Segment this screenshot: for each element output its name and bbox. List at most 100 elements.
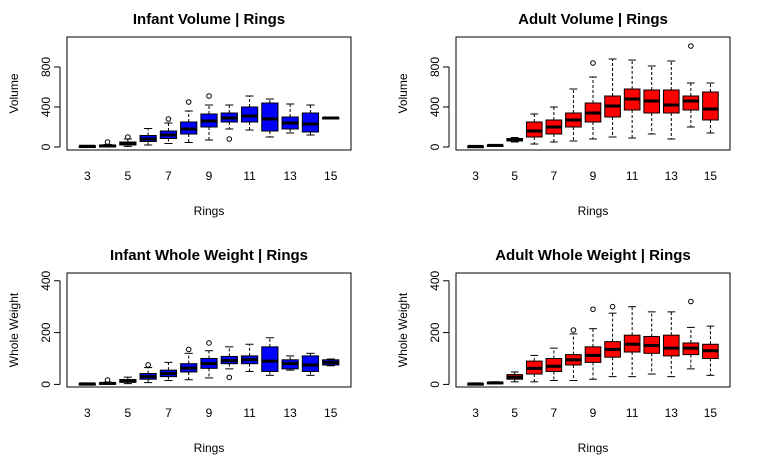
y-axis-label: Volume	[396, 73, 410, 113]
box-ring-10	[604, 303, 621, 378]
x-tick-label: 3	[472, 169, 479, 183]
x-tick-label: 11	[243, 406, 256, 420]
x-tick-label: 9	[206, 169, 213, 183]
y-tick-label: 0	[39, 381, 53, 388]
iqr-box	[662, 89, 680, 114]
box-ring-14	[682, 43, 700, 128]
iqr-box	[261, 102, 279, 132]
box-ring-13	[662, 60, 680, 140]
box-ring-9	[584, 306, 602, 380]
outlier-point	[206, 93, 212, 99]
box-ring-4	[98, 139, 117, 148]
x-tick-label: 3	[84, 169, 91, 183]
panel-4: Adult Whole Weight | Rings 0 200 400 Whole W…	[396, 247, 731, 455]
x-tick-label: 13	[283, 169, 297, 183]
box-ring-13	[281, 103, 299, 134]
x-tick-label: 5	[125, 406, 132, 420]
box-ring-8	[180, 99, 198, 143]
outlier-point	[185, 99, 192, 105]
box-ring-6	[525, 354, 543, 383]
box-ring-3	[467, 144, 484, 149]
y-tick-label: 800	[39, 57, 53, 77]
iqr-box	[682, 95, 700, 111]
box-ring-3	[78, 382, 96, 386]
x-tick-label: 3	[84, 406, 91, 420]
box-ring-6	[525, 113, 543, 145]
box-ring-10	[220, 346, 238, 381]
box-ring-12	[261, 337, 279, 376]
box-ring-14	[682, 298, 700, 370]
outlier-point	[104, 377, 111, 383]
x-tick-label: 11	[626, 169, 639, 183]
box-ring-15	[322, 358, 340, 367]
outlier-point	[609, 303, 616, 310]
iqr-box	[702, 91, 719, 121]
x-tick-label: 13	[665, 169, 679, 183]
outlier-point	[165, 116, 172, 122]
x-tick-label: 7	[551, 169, 558, 183]
chart-title: Adult Whole Weight | Rings	[495, 247, 691, 264]
box-ring-15	[322, 116, 340, 120]
outlier-point	[570, 327, 577, 333]
x-tick-label: 5	[511, 406, 518, 420]
outlier-point	[688, 43, 694, 49]
outlier-point	[206, 340, 212, 346]
panel-1: Infant Volume | Rings 0 400 800 Volume 3 5 7 9 11…	[7, 11, 352, 218]
box-ring-11	[623, 59, 641, 139]
box-ring-5	[119, 134, 137, 147]
chart-title: Adult Volume | Rings	[518, 11, 668, 28]
outlier-point	[125, 134, 131, 140]
box-ring-9	[200, 340, 218, 379]
box-ring-7	[545, 106, 563, 143]
x-tick-label: 15	[324, 169, 338, 183]
outlier-point	[688, 298, 694, 305]
box-ring-3	[467, 382, 484, 386]
x-axis-label: Rings	[578, 441, 609, 455]
box-ring-14	[301, 104, 320, 136]
x-tick-label: 5	[511, 169, 518, 183]
x-tick-label: 15	[324, 406, 338, 420]
x-tick-label: 9	[206, 406, 213, 420]
x-tick-label: 13	[283, 406, 297, 420]
plot-frame	[66, 36, 352, 151]
x-tick-label: 3	[472, 406, 479, 420]
box-ring-4	[486, 381, 504, 385]
box-ring-5	[506, 137, 524, 143]
x-tick-label: 13	[665, 406, 679, 420]
y-tick-label: 200	[428, 322, 442, 342]
box-ring-6	[139, 362, 157, 384]
x-tick-label: 7	[551, 406, 558, 420]
box-ring-5	[119, 376, 137, 385]
outlier-point	[226, 136, 233, 142]
y-tick-label: 400	[39, 97, 53, 117]
y-tick-label: 200	[39, 322, 53, 342]
box-ring-8	[565, 327, 582, 382]
box-ring-12	[261, 98, 279, 138]
box-ring-11	[623, 306, 641, 378]
box-ring-6	[139, 128, 157, 146]
box-ring-14	[301, 352, 320, 376]
x-tick-label: 11	[626, 406, 639, 420]
outlier-point	[590, 306, 596, 313]
box-ring-13	[281, 355, 299, 371]
y-axis-label: Volume	[7, 73, 21, 113]
outlier-point	[590, 60, 596, 66]
y-tick-label: 0	[428, 143, 442, 150]
box-ring-4	[486, 143, 504, 147]
x-tick-label: 9	[590, 406, 597, 420]
y-axis-label: Whole Weight	[7, 292, 21, 367]
panel-2: Adult Volume | Rings 0 400 800 Volume 3 5 7 9 11 1…	[396, 11, 731, 218]
box-ring-10	[220, 104, 238, 142]
chart-title: Infant Volume | Rings	[133, 11, 285, 28]
x-tick-label: 15	[704, 169, 718, 183]
box-ring-7	[159, 361, 178, 382]
chart-title: Infant Whole Weight | Rings	[110, 247, 308, 264]
box-ring-10	[604, 58, 621, 138]
x-axis-label: Rings	[194, 204, 225, 218]
plot-frame	[455, 36, 731, 151]
box-ring-15	[702, 325, 719, 376]
y-tick-label: 400	[428, 270, 442, 290]
x-axis-label: Rings	[578, 204, 609, 218]
box-ring-7	[545, 347, 563, 382]
iqr-box	[261, 346, 279, 372]
